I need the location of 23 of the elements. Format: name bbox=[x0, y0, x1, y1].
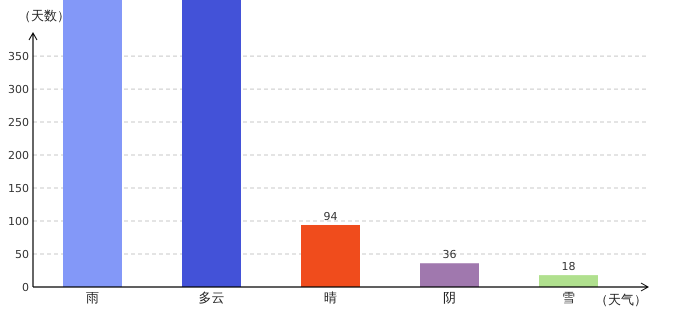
bar bbox=[63, 0, 122, 287]
x-tick-label: 多云 bbox=[198, 291, 224, 306]
x-tick-label: 雪 bbox=[562, 291, 575, 306]
y-tick-label: 250 bbox=[8, 116, 29, 130]
y-tick-label: 350 bbox=[8, 50, 29, 64]
y-tick-label: 150 bbox=[8, 182, 29, 196]
bar bbox=[539, 275, 598, 287]
x-tick-label: 阴 bbox=[443, 291, 456, 306]
bar bbox=[182, 0, 241, 287]
data-label: 94 bbox=[324, 210, 338, 223]
bar bbox=[301, 224, 360, 287]
y-tick-label: 200 bbox=[8, 149, 29, 162]
data-label: 18 bbox=[562, 260, 576, 274]
y-tick-label: 0 bbox=[22, 281, 29, 294]
y-tick-label: 300 bbox=[8, 83, 29, 96]
x-axis-title: （天气） bbox=[595, 293, 647, 308]
x-tick-label: 雨 bbox=[86, 291, 99, 306]
y-axis-title: （天数） bbox=[18, 9, 70, 24]
y-tick-label: 50 bbox=[15, 248, 29, 262]
data-label: 36 bbox=[442, 248, 456, 262]
y-tick-label: 100 bbox=[8, 215, 29, 228]
x-tick-label: 晴 bbox=[324, 291, 337, 306]
bar bbox=[420, 263, 479, 287]
